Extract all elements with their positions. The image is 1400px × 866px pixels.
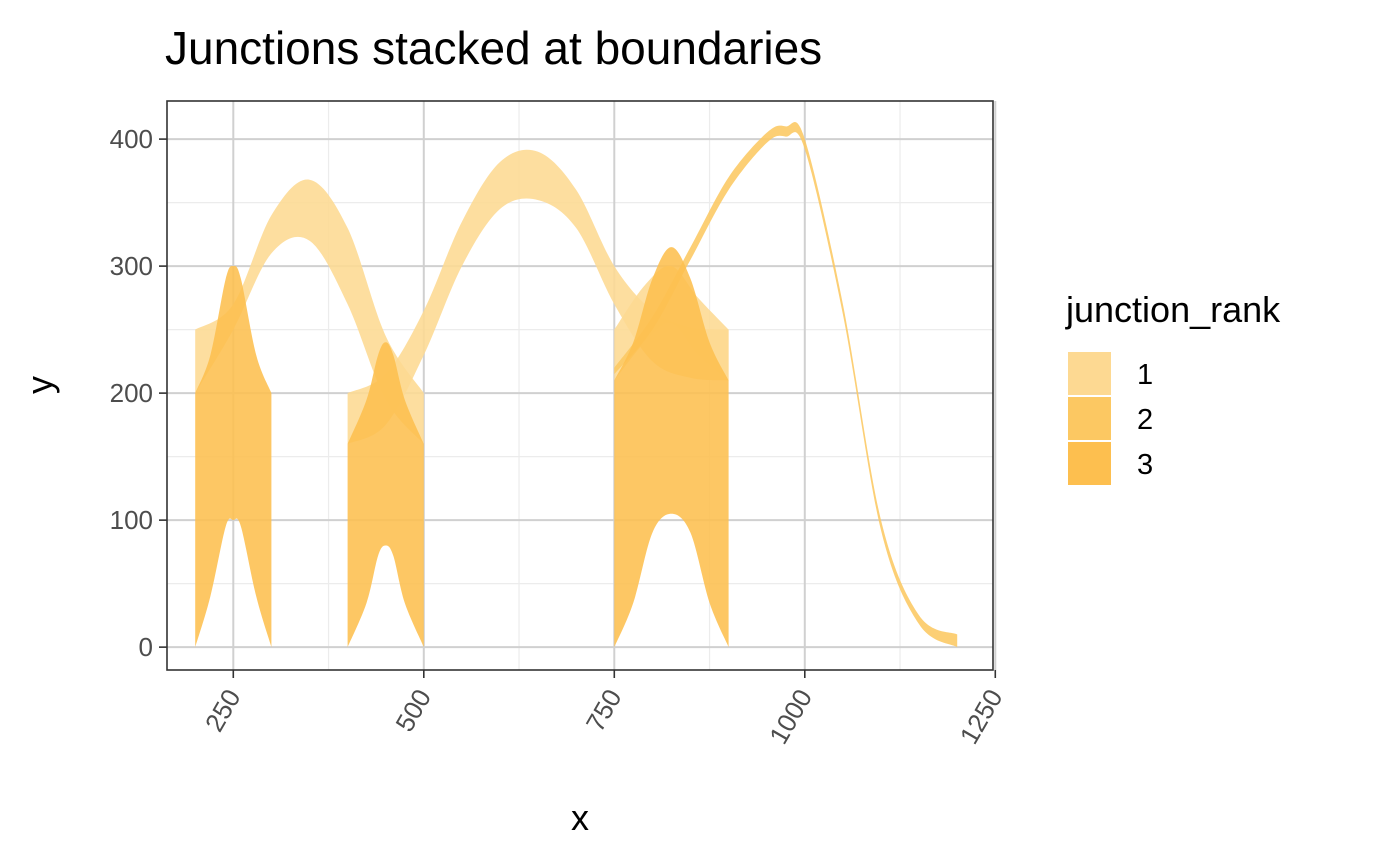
ribbon-rank-3-segment-2 xyxy=(347,342,424,648)
legend: 1 2 3 xyxy=(1068,352,1153,485)
legend-label-2: 2 xyxy=(1137,404,1153,436)
y-axis-ticks: 0 100 200 300 400 xyxy=(110,124,167,662)
legend-title: junction_rank xyxy=(1065,289,1281,330)
legend-key-2 xyxy=(1068,397,1111,440)
legend-label-3: 3 xyxy=(1137,449,1153,481)
y-axis-title: y xyxy=(19,376,60,394)
ribbon-rank-3-segment-3 xyxy=(614,247,729,648)
legend-key-1 xyxy=(1068,352,1111,395)
panel-border xyxy=(166,100,994,671)
x-axis-title: x xyxy=(571,797,589,838)
legend-label-1: 1 xyxy=(1137,359,1153,391)
y-tick-label: 200 xyxy=(110,378,153,408)
plot-areas xyxy=(195,121,958,648)
y-tick-label: 0 xyxy=(139,632,153,662)
chart-title: Junctions stacked at boundaries xyxy=(165,22,822,74)
y-tick-label: 300 xyxy=(110,251,153,281)
y-tick-label: 400 xyxy=(110,124,153,154)
ribbon-rank-3-segment-1 xyxy=(195,265,272,648)
legend-key-3 xyxy=(1068,442,1111,485)
y-tick-label: 100 xyxy=(110,505,153,535)
